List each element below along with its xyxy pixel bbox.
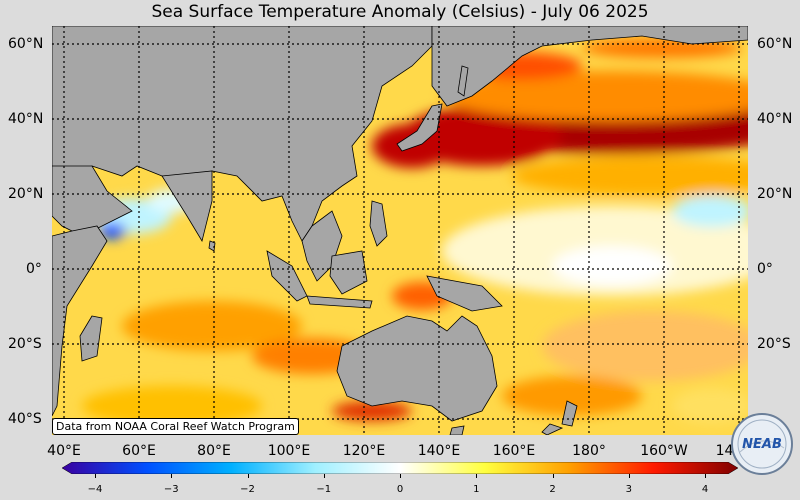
colorbar-tick-label: −2 [240, 484, 255, 495]
lat-label-20n-left: 20°N [8, 186, 44, 202]
map-title: Sea Surface Temperature Anomaly (Celsius… [151, 2, 649, 22]
colorbar [62, 462, 738, 474]
lon-label-60e: 60°E [122, 443, 156, 459]
lat-label-60n-right: 60°N [757, 36, 793, 52]
colorbar-tick-label: 0 [396, 484, 404, 495]
map-canvas [52, 26, 748, 435]
colorbar-tick-label: 4 [701, 484, 709, 495]
sst-anomaly-map [52, 26, 748, 435]
colorbar-tick-mark [171, 474, 173, 478]
lat-label-40n-right: 40°N [757, 111, 793, 127]
lat-label-eq-right: 0° [757, 261, 773, 277]
lon-label-180: 180° [572, 443, 606, 459]
lat-label-eq-left: 0° [26, 261, 42, 277]
colorbar-tick-mark [476, 474, 478, 478]
colorbar-tick-label: 3 [625, 484, 632, 495]
lon-label-160w: 160°W [640, 443, 688, 459]
lat-label-20s-left: 20°S [8, 336, 42, 352]
lat-label-20n-right: 20°N [757, 186, 793, 202]
colorbar-tick-label: 2 [549, 484, 556, 495]
colorbar-tick-mark [247, 474, 249, 478]
colorbar-tick-mark [628, 474, 630, 478]
lon-label-80e: 80°E [197, 443, 231, 459]
colorbar-tick-mark [552, 474, 554, 478]
colorbar-tick-label: −3 [163, 484, 179, 495]
lon-label-160e: 160°E [492, 443, 536, 459]
lon-label-100e: 100°E [267, 443, 311, 459]
colorbar-tick-mark [95, 474, 96, 478]
colorbar-tick-label: −1 [316, 484, 332, 495]
nelab-logo: NEAB [731, 413, 793, 475]
logo-text: NEAB [742, 437, 782, 452]
colorbar-tick-label: −4 [87, 484, 103, 495]
lat-label-40s-left: 40°S [8, 411, 42, 427]
colorbar-tick-label: 1 [473, 484, 480, 495]
lat-label-20s-right: 20°S [757, 336, 791, 352]
lon-label-120e: 120°E [342, 443, 386, 459]
data-credit: Data from NOAA Coral Reef Watch Program [52, 418, 299, 435]
lat-label-40n-left: 40°N [8, 111, 44, 127]
colorbar-tick-mark [400, 474, 401, 478]
lat-label-60n-left: 60°N [8, 36, 44, 52]
colorbar-tick-mark [705, 474, 706, 478]
colorbar-tick-mark [323, 474, 325, 478]
land-masses [52, 26, 748, 435]
lon-label-140e: 140°E [417, 443, 461, 459]
lon-label-40e: 40°E [47, 443, 81, 459]
